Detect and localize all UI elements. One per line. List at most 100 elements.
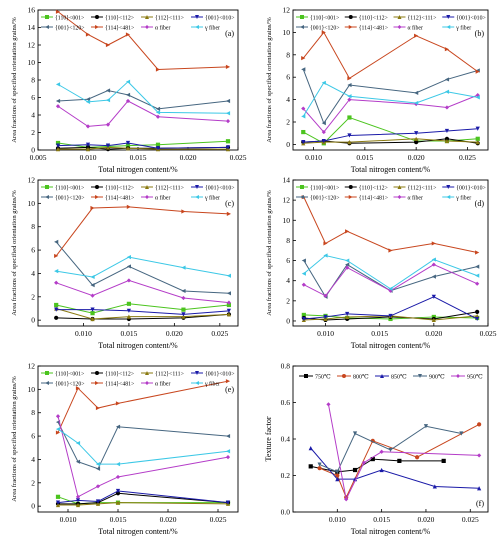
x-tick-label: 0.015 [120,329,137,338]
y-tick-label: 14 [283,176,291,185]
legend-marker [304,374,308,378]
data-point [475,95,480,100]
data-point [126,301,132,306]
data-point [90,283,95,288]
panel-a: 0.005 0.010 0.015 0.020 0.025 0 2 4 6 8 10 12 14 16 To… [11,6,247,175]
series-line [303,314,478,320]
legend-marker [446,195,451,199]
data-point [414,455,420,460]
data-point [347,97,352,102]
data-point [115,488,121,494]
data-point [431,241,436,246]
x-tick-label: 0.010 [305,153,322,162]
y-tick-label: 6 [286,73,290,82]
y-axis-label: Area fractions of specified orientation … [11,17,18,143]
legend-marker [195,381,199,385]
panel-d: 0.010 0.015 0.020 0.025 0 2 4 6 8 10 12 14 Total nit… [266,176,497,351]
data-point [323,293,328,298]
data-point [352,431,358,436]
legend-marker [348,185,353,189]
legend-label: 850℃ [391,374,407,381]
data-point [54,239,59,245]
series-line [302,31,479,80]
legend-marker [145,371,149,375]
data-point [115,500,121,505]
series-line [303,311,478,321]
data-point [477,453,482,458]
legend: {110}<001> {110}<112> {112}<111> {001}<010>… [41,15,235,31]
y-tick-label: 2 [31,292,35,301]
data-point [475,316,480,322]
data-point [55,414,61,419]
y-axis-label: Area fractions of specified orientation … [266,190,273,316]
data-point [225,379,231,384]
x-tick-label: 0.020 [425,329,442,338]
x-tick-label: 0.010 [329,515,346,524]
series-f-4 [326,402,482,502]
data-point [95,462,101,467]
y-axis-label: Area fractions of specified orientation … [266,17,273,143]
legend-label: {110}<001> [55,371,84,377]
data-point [125,79,131,84]
series-line [57,142,229,149]
legend-marker [95,371,99,375]
y-tick-label: 8 [31,408,35,417]
series-line [303,260,478,298]
y-tick-label: 10 [28,58,36,67]
y-tick-label: 0.8 [281,362,291,371]
y-tick-label: 16 [28,6,36,15]
data-point [181,307,186,312]
legend-label: α fiber [155,380,170,387]
legend-marker [348,15,353,19]
x-tick-label: 0.010 [75,329,92,338]
data-point [226,211,232,216]
legend-marker [300,195,304,199]
legend-marker [45,185,49,189]
data-point [155,114,161,119]
legend-marker [348,195,353,199]
data-point [444,138,450,144]
data-point [55,9,61,14]
legend-label: {001}<010> [205,371,235,377]
data-point [441,458,446,463]
x-axis-label: Total nitrogen content/% [98,341,178,350]
y-tick-label: 12 [28,41,36,50]
series-line [57,416,229,498]
legend-marker [418,374,422,378]
data-point [308,464,313,469]
data-point [225,139,231,144]
legend-label: {001}<120> [55,25,85,31]
legend-label: {112}<111> [155,371,184,377]
legend-label: {110}<001> [310,15,339,21]
data-point [226,308,232,313]
y-axis-label: Texture factor [264,416,273,461]
series-b-2 [301,136,480,146]
data-point [125,32,131,37]
data-point [459,431,464,436]
x-tick-label: 0.025 [459,153,476,162]
data-point [75,459,81,464]
legend-marker [300,185,304,189]
legend-marker [45,381,49,385]
data-point [225,119,231,124]
data-point [301,114,306,119]
data-point [115,474,121,480]
legend-marker [145,381,149,385]
data-point [90,316,95,322]
data-point [85,32,91,37]
legend-label: {112}<111> [155,185,184,191]
series-line [58,146,228,150]
x-tick-label: 0.015 [110,515,127,524]
y-tick-label: 0 [286,140,290,149]
legend-marker [397,185,402,189]
series-a-4 [55,88,231,111]
legend-marker [145,25,149,29]
data-point [55,143,61,148]
data-point [475,69,480,74]
data-point [90,311,95,316]
data-point [125,140,131,146]
legend-marker [45,15,49,19]
y-tick-label: 10 [28,385,36,394]
legend-label: {001}<120> [55,195,85,201]
data-point [155,106,161,111]
